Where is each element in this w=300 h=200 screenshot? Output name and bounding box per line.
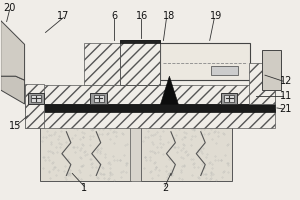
Bar <box>31 95 41 102</box>
Bar <box>90 93 107 104</box>
Bar <box>141 124 232 181</box>
Bar <box>25 84 44 128</box>
Text: 20: 20 <box>4 3 16 13</box>
Bar <box>40 124 130 181</box>
Bar <box>160 43 250 80</box>
Polygon shape <box>1 21 25 80</box>
Text: 16: 16 <box>136 11 149 21</box>
Bar <box>25 85 275 104</box>
Bar <box>84 43 126 85</box>
Bar <box>25 109 275 128</box>
Bar <box>120 40 160 43</box>
Text: 11: 11 <box>280 91 292 101</box>
Text: 17: 17 <box>57 11 70 21</box>
Bar <box>28 93 44 104</box>
Text: 21: 21 <box>280 104 292 114</box>
Text: 2: 2 <box>162 183 168 193</box>
Bar <box>120 40 160 85</box>
Text: 1: 1 <box>81 183 87 193</box>
Polygon shape <box>1 76 25 104</box>
Bar <box>211 66 238 75</box>
Polygon shape <box>160 76 178 104</box>
Bar <box>221 93 237 104</box>
Bar <box>262 50 281 90</box>
Text: 15: 15 <box>9 121 22 131</box>
Bar <box>94 95 104 102</box>
Text: 6: 6 <box>111 11 117 21</box>
Bar <box>25 104 275 112</box>
Bar <box>248 63 275 104</box>
Text: 12: 12 <box>280 76 292 86</box>
Bar <box>130 124 141 181</box>
Text: 18: 18 <box>163 11 176 21</box>
Text: 19: 19 <box>210 11 222 21</box>
Bar <box>224 95 234 102</box>
